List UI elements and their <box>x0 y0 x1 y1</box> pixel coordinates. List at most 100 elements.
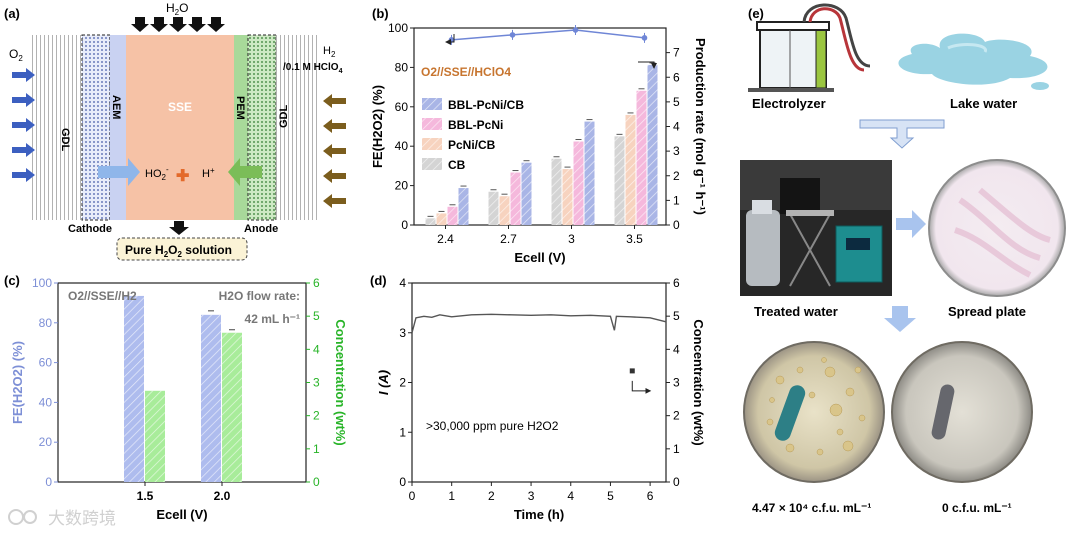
count-left-label: 4.47 × 10⁴ c.f.u. mL⁻¹ <box>752 501 871 515</box>
x-tick-label-d: 0 <box>409 489 416 503</box>
legend-swatch-hatch-b <box>422 118 442 130</box>
left-axis-indicator-b <box>445 34 455 45</box>
watermark-text: 大数跨境 <box>48 509 116 528</box>
plot-frame-d <box>411 282 667 483</box>
y-tick-label-c: 100 <box>32 276 52 290</box>
bar-b-hatch <box>447 206 458 225</box>
o2-inlet-arrows <box>12 68 35 182</box>
panel-e-label: (e) <box>748 6 764 21</box>
x-tick-label-d: 4 <box>567 489 574 503</box>
bar-b-hatch <box>573 141 584 225</box>
bar-b-hatch <box>499 196 510 225</box>
y-tick-label-d: 4 <box>399 276 406 290</box>
right-axis-indicator-b <box>638 61 657 69</box>
y2-tick-label-c: 5 <box>313 309 320 323</box>
y2-tick-label-b: 5 <box>673 95 680 109</box>
acid-label: /0.1 M HClO4 <box>283 62 343 75</box>
swab-blue <box>774 385 806 441</box>
y2-tick-label-d: 0 <box>673 475 680 489</box>
y-tick-label-d: 1 <box>399 425 406 439</box>
flow-arrow-2 <box>896 210 926 238</box>
water-label: H2O <box>166 1 188 17</box>
bar-b-hatch <box>425 218 436 225</box>
aem-label: AEM <box>110 95 122 119</box>
bar-b-hatch <box>488 191 499 225</box>
x-axis-label-c: Ecell (V) <box>156 507 207 522</box>
x-tick-label-b: 3.5 <box>626 232 643 246</box>
y2-tick-label-b: 4 <box>673 120 680 134</box>
y-tick-label-b: 80 <box>395 60 409 74</box>
annotation-c: O2//SSE//H2 <box>68 289 137 303</box>
flow-rate-value-c: 42 mL h⁻¹ <box>245 312 300 326</box>
panel-a: (a) H2O GDL AEM SSE PEM GDL O2 <box>4 1 346 261</box>
bar-b-hatch <box>510 172 521 225</box>
y-tick-label-d: 3 <box>399 326 406 340</box>
y2-tick-label-d: 2 <box>673 409 680 423</box>
bar-c-concentration-hatch <box>145 390 165 482</box>
y2-tick-label-c: 4 <box>313 342 320 356</box>
panel-d-label: (d) <box>370 273 387 288</box>
y2-tick-label-d: 3 <box>673 376 680 390</box>
legend-label-b: BBL-PcNi/CB <box>448 98 524 112</box>
hplus-arrow <box>228 158 262 186</box>
x-tick-label-d: 6 <box>647 489 654 503</box>
x-tick-label-c: 1.5 <box>137 489 154 503</box>
bar-b-hatch <box>614 136 625 225</box>
x-tick-label-d: 5 <box>607 489 614 503</box>
h2-inlet-arrows <box>323 94 346 208</box>
pem-membrane <box>234 35 248 220</box>
chart-b: 2.4 2.7 3 3.5 0 20 40 60 80 100 0 1 2 3 4 5 6 7 O2//SSE//H… <box>370 21 708 265</box>
bar-b-hatch <box>584 121 595 225</box>
ho2-arrow <box>98 158 140 186</box>
panel-d: (d) 0 1 2 3 4 5 6 0 1 2 3 4 0 1 2 3 4 5 6 >30,000 ppm pure … <box>370 273 706 522</box>
flow-arrow-1 <box>859 119 945 149</box>
y-tick-label-b: 0 <box>401 218 408 232</box>
right-axis-indicator-d <box>631 380 652 394</box>
y2-axis-label-d: Concentration (wt%) <box>691 319 706 445</box>
y-axis-label-b: FE(H2O2) (%) <box>370 85 385 168</box>
y-tick-label-c: 60 <box>39 356 53 370</box>
y2-tick-label-c: 2 <box>313 409 320 423</box>
pem-label: PEM <box>234 96 246 120</box>
cathode-layer <box>81 34 111 221</box>
watermark: 大数跨境 <box>8 509 116 528</box>
y-tick-label-d: 2 <box>399 376 406 390</box>
cathode-label: Cathode <box>68 223 112 235</box>
y2-tick-label-c: 0 <box>313 475 320 489</box>
y2-tick-label-b: 1 <box>673 193 680 207</box>
y2-tick-label-d: 6 <box>673 276 680 290</box>
anode-label: Anode <box>244 223 278 235</box>
chart-c: 1.5 2.0 0 20 40 60 80 100 0 1 2 3 4 5 6 O2//SSE//H2 H2O … <box>10 276 348 522</box>
x-axis-label-d: Time (h) <box>514 507 564 522</box>
bar-b-hatch <box>551 158 562 225</box>
y2-axis-label-c: Concentration (wt%) <box>333 319 348 445</box>
sse-layer <box>126 35 234 220</box>
y-axis-label-d: I (A) <box>376 370 391 395</box>
y-tick-label-b: 60 <box>395 100 409 114</box>
legend-swatch-hatch-b <box>422 138 442 150</box>
x-tick-label-b: 2.7 <box>500 232 517 246</box>
aem-membrane <box>110 35 126 220</box>
ho2-label: HO2- <box>145 165 169 182</box>
product-label: Pure H2O2 solution <box>125 243 232 259</box>
y2-tick-label-b: 7 <box>673 46 680 60</box>
y2-axis-label-b: Production rate (mol g⁻¹ h⁻¹) <box>693 38 708 215</box>
h2-label: H2 <box>323 45 336 59</box>
legend-swatch-hatch-b <box>422 98 442 110</box>
legend-label-b: BBL-PcNi <box>448 118 503 132</box>
y2-tick-label-c: 3 <box>313 376 320 390</box>
treated-water-photo <box>740 160 892 296</box>
electrolyzer-illustration <box>748 3 871 92</box>
bar-c-concentration-hatch <box>222 332 242 482</box>
y-tick-label-b: 100 <box>388 21 408 35</box>
x-axis-label-b: Ecell (V) <box>514 250 565 265</box>
gdl-right-label: GDL <box>278 105 290 129</box>
y2-tick-label-b: 0 <box>673 218 680 232</box>
spread-streaks <box>954 187 1051 278</box>
bar-b-hatch <box>625 114 636 225</box>
x-tick-label-b: 2.4 <box>437 232 454 246</box>
product-arrow <box>169 221 189 235</box>
panel-c: (c) 1.5 2.0 0 20 40 60 80 100 0 1 2 3 4 5 6 O2//SSE//H2… <box>4 273 348 522</box>
x-tick-label-d: 3 <box>528 489 535 503</box>
